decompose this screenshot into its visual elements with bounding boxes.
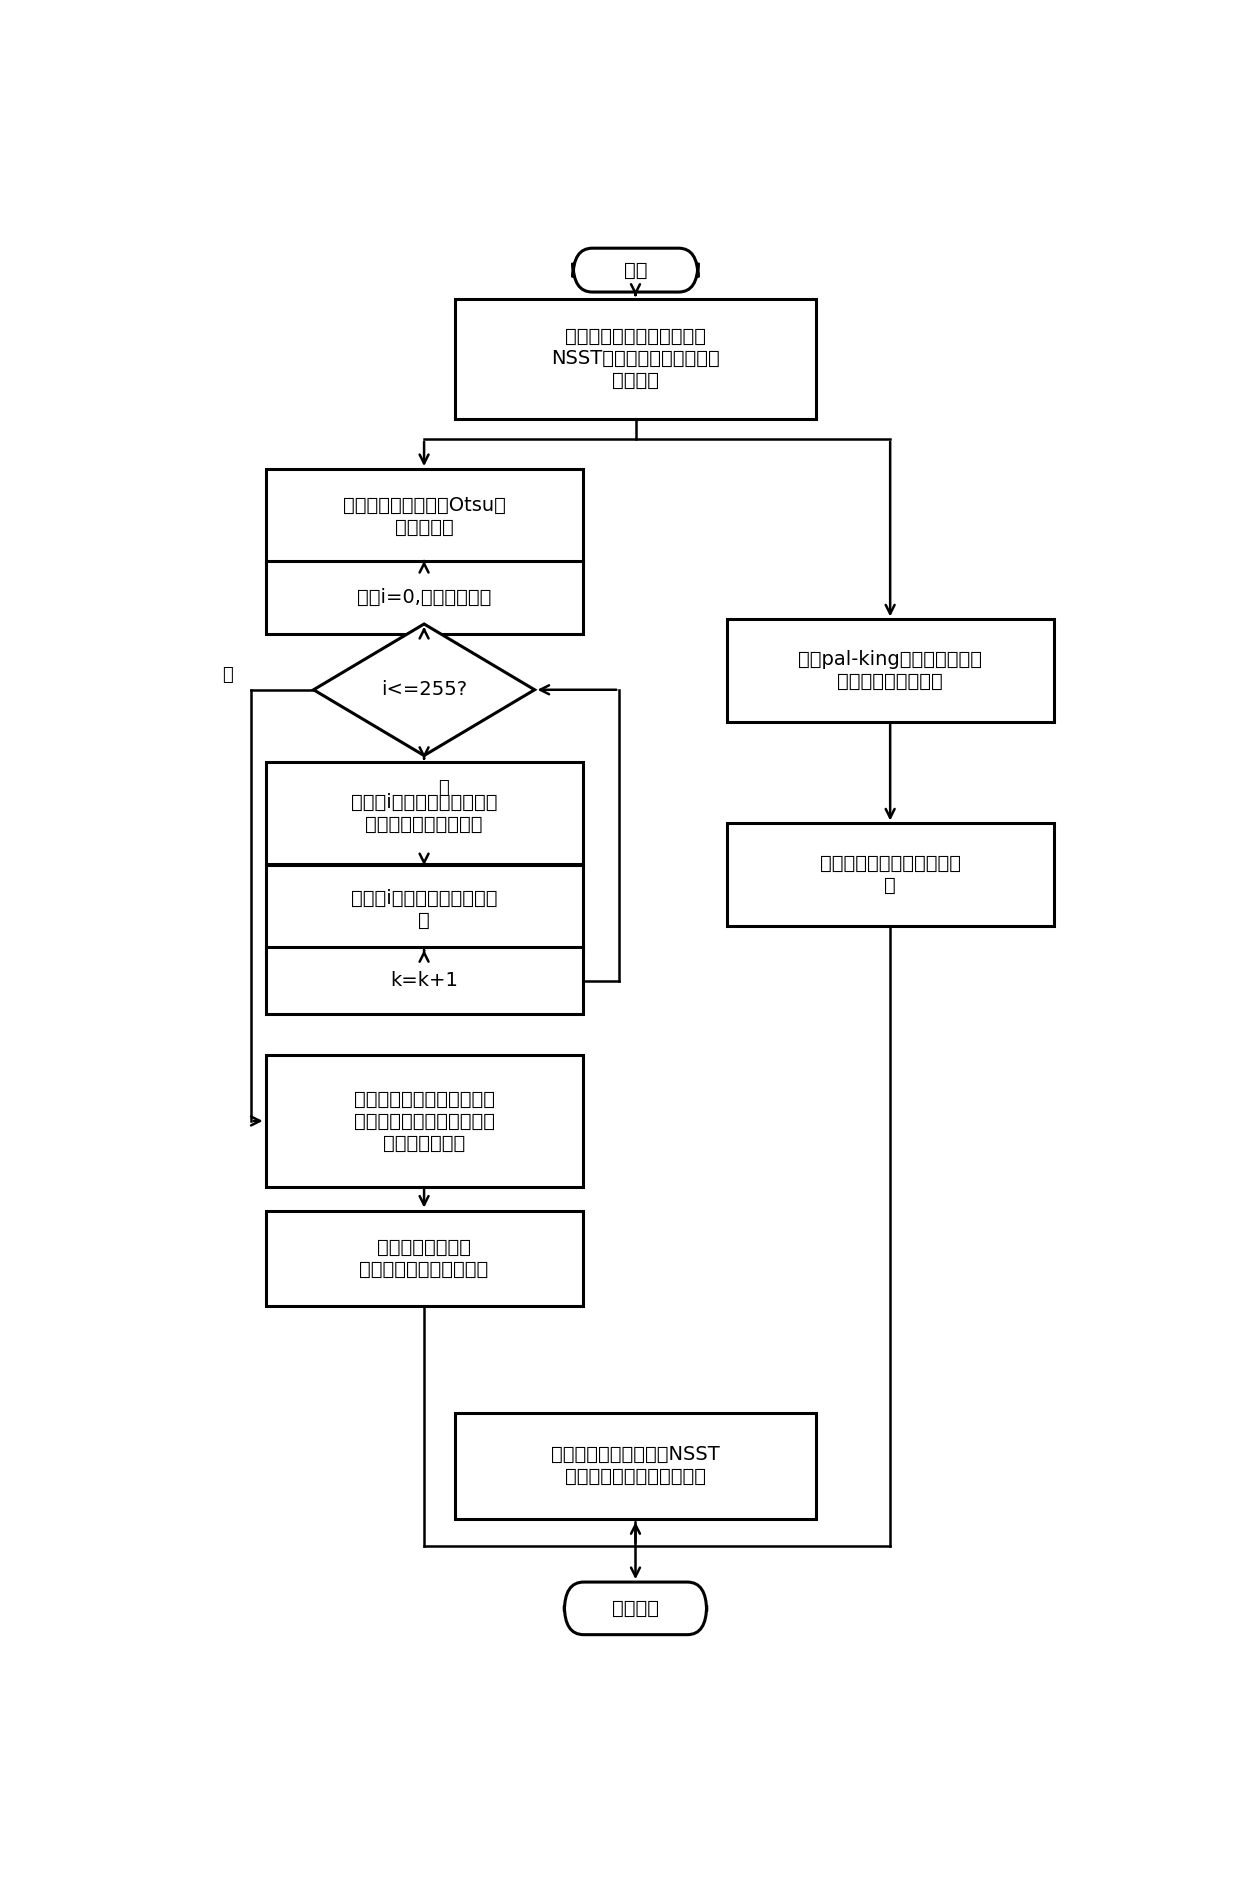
Bar <box>265 947 583 1014</box>
Text: 阈值i=0,算法迭代开始: 阈值i=0,算法迭代开始 <box>357 588 491 607</box>
Text: 改进pal-king算法，设计一种
新型模糊隶属度函数: 改进pal-king算法，设计一种 新型模糊隶属度函数 <box>799 649 982 691</box>
Text: 计算以i为分割阈值的两部分
均值、占比和原图均值: 计算以i为分割阈值的两部分 均值、占比和原图均值 <box>351 793 497 833</box>
Bar <box>265 761 583 864</box>
FancyBboxPatch shape <box>564 1583 707 1634</box>
Text: 对低频系数矩阵进行Otsu计
算分割阈值: 对低频系数矩阵进行Otsu计 算分割阈值 <box>342 495 506 537</box>
Bar <box>265 469 583 564</box>
Bar <box>727 824 1054 926</box>
Text: 对电气设备红外灰度图进行
NSST分解，得到高频系数和
低频系数: 对电气设备红外灰度图进行 NSST分解，得到高频系数和 低频系数 <box>551 326 720 391</box>
Text: 开始: 开始 <box>624 260 647 279</box>
Bar <box>265 865 583 953</box>
Text: i<=255?: i<=255? <box>381 679 467 698</box>
Polygon shape <box>314 624 534 755</box>
Text: 输出最大类间差分阈值，按
照最大类间差分阈值将低频
分为前景和背景: 输出最大类间差分阈值，按 照最大类间差分阈值将低频 分为前景和背景 <box>353 1089 495 1152</box>
FancyBboxPatch shape <box>573 249 698 292</box>
Text: 对高频、低频系数进行NSST
逆变换，重构得到增强结果: 对高频、低频系数进行NSST 逆变换，重构得到增强结果 <box>551 1446 720 1486</box>
Text: 是: 是 <box>438 778 449 797</box>
Text: 对高频系数进行改进模糊增
强: 对高频系数进行改进模糊增 强 <box>820 854 961 896</box>
Bar <box>265 1055 583 1186</box>
Text: 否: 否 <box>222 666 232 683</box>
Bar <box>455 298 816 419</box>
Text: 前景进行线性增强
后景进行直方图均衡增强: 前景进行线性增强 后景进行直方图均衡增强 <box>360 1237 489 1279</box>
Text: 输出结果: 输出结果 <box>613 1598 658 1617</box>
Bar <box>265 1211 583 1306</box>
Text: k=k+1: k=k+1 <box>391 972 458 991</box>
Bar <box>455 1412 816 1518</box>
Text: 计算以i为分割阈值的类间方
差: 计算以i为分割阈值的类间方 差 <box>351 888 497 930</box>
Bar <box>265 560 583 634</box>
Bar <box>727 619 1054 721</box>
